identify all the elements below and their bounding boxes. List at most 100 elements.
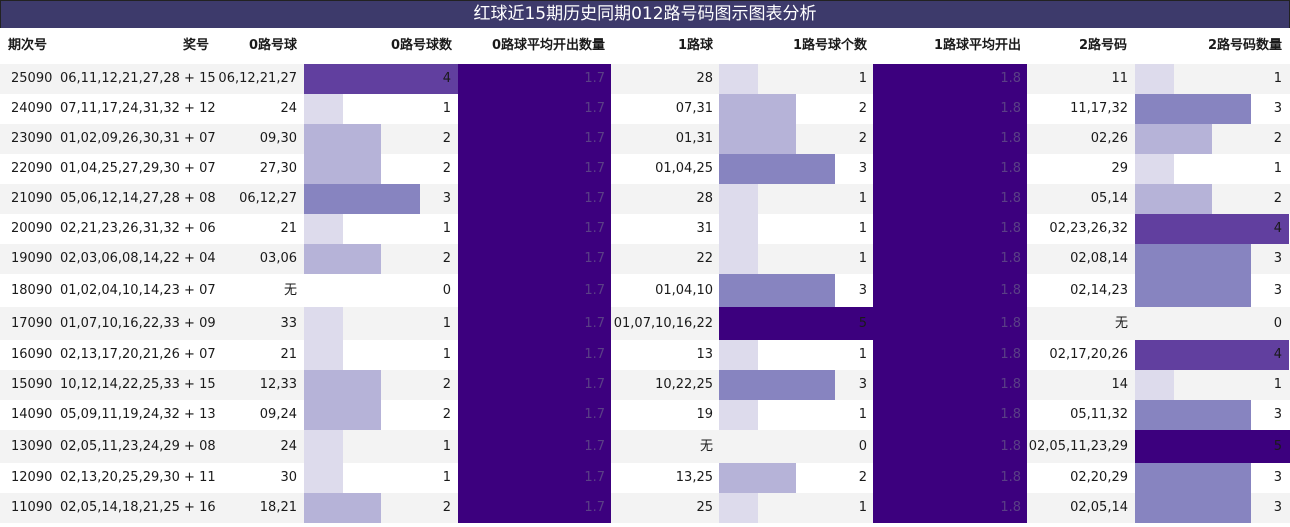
r0-avg-fill [458,154,611,184]
r1-avg-value: 1.8 [1000,101,1021,116]
r0-avg-fill [458,463,611,493]
r2-count-bar [1135,340,1289,370]
r1-count-bar [719,370,835,400]
period-cell: 16090 [11,347,53,362]
r0-avg-value: 1.7 [584,347,605,362]
r1-balls-cell: 01,31 [675,131,713,146]
r1-avg-value: 1.8 [1000,161,1021,176]
r1-count-value: 3 [858,377,867,392]
r2-count-bar [1135,94,1251,124]
data-table-body: 25090 06,11,12,21,27,28 + 15 06,12,21,27 4 1… [0,64,1290,527]
r0-avg-value: 1.7 [584,377,605,392]
table-row: 18090 01,02,04,10,14,23 + 07 无 0 1.7 01,04,10… [0,274,1290,307]
r1-count-value: 5 [858,316,867,331]
r0-count-bar [304,463,343,493]
prize-cell: 02,13,20,25,29,30 + 11 [60,470,216,485]
r0-count-value: 4 [442,71,451,86]
r1-count-bar [719,400,758,430]
r0-balls-cell: 12,33 [259,377,297,392]
r0-count-bar [304,307,343,340]
period-cell: 23090 [11,131,53,146]
r0-avg-value: 1.7 [584,71,605,86]
r1-count-value: 2 [858,101,867,116]
table-row: 22090 01,04,25,27,29,30 + 07 27,30 2 1.7 01,0… [0,154,1290,184]
r0-balls-cell: 09,24 [259,407,297,422]
r0-count-bar [304,184,420,214]
period-cell: 19090 [11,251,53,266]
r0-balls-cell: 09,30 [259,131,297,146]
r0-avg-value: 1.7 [584,251,605,266]
period-cell: 11090 [11,500,53,515]
r2-balls-cell: 14 [1111,377,1128,392]
r1-count-value: 1 [858,251,867,266]
r1-balls-cell: 无 [699,439,713,454]
r0-balls-cell: 03,06 [259,251,297,266]
r0-avg-value: 1.7 [584,470,605,485]
period-cell: 14090 [11,407,53,422]
r1-avg-value: 1.8 [1000,470,1021,485]
r1-count-bar [719,124,796,154]
r2-count-bar [1135,124,1212,154]
r1-avg-fill [873,400,1027,430]
prize-cell: 05,06,12,14,27,28 + 08 [60,191,216,206]
r1-avg-value: 1.8 [1000,221,1021,236]
r0-count-bar [304,154,381,184]
r1-count-bar [719,274,835,307]
r0-count-value: 1 [442,470,451,485]
prize-cell: 02,13,17,20,21,26 + 07 [60,347,216,362]
prize-cell: 10,12,14,22,25,33 + 15 [60,377,216,392]
r0-count-bar [304,124,381,154]
r0-balls-cell: 21 [280,221,297,236]
r0-avg-value: 1.7 [584,439,605,454]
header-r0-avg: 0路球平均开出数量 [491,38,605,53]
r0-avg-value: 1.7 [584,161,605,176]
r0-count-value: 2 [442,500,451,515]
table-row: 20090 02,21,23,26,31,32 + 06 21 1 1.7 31 1 1.8 0… [0,214,1290,244]
r2-balls-cell: 02,05,11,23,29 [1028,439,1128,454]
r0-avg-fill [458,493,611,523]
table-row: 11090 02,05,14,18,21,25 + 16 18,21 2 1.7 25 1 1… [0,493,1290,523]
r1-avg-fill [873,340,1027,370]
r1-avg-fill [873,493,1027,523]
r2-count-value: 2 [1273,191,1282,206]
r0-balls-cell: 06,12,27 [239,191,297,206]
r0-count-bar [304,370,381,400]
r0-avg-fill [458,244,611,274]
r2-count-bar [1135,64,1174,94]
r2-count-value: 2 [1273,131,1282,146]
prize-cell: 01,02,04,10,14,23 + 07 [60,283,216,298]
r1-balls-cell: 07,31 [675,101,713,116]
r1-count-bar [719,463,796,493]
r2-count-value: 4 [1273,221,1282,236]
r2-count-value: 5 [1273,439,1282,454]
header-prize: 奖号 [182,38,209,53]
r0-avg-fill [458,124,611,154]
r0-count-bar [304,400,381,430]
r2-balls-cell: 02,23,26,32 [1049,221,1128,236]
r0-avg-fill [458,64,611,94]
r1-avg-fill [873,244,1027,274]
r1-count-value: 1 [858,347,867,362]
r2-balls-cell: 02,14,23 [1070,283,1128,298]
r1-avg-value: 1.8 [1000,407,1021,422]
r1-avg-fill [873,307,1027,340]
r0-count-value: 1 [442,347,451,362]
header-row: 期次号 奖号 0路号球 0路号球数 0路球平均开出数量 1路球 1路号球个数 1… [0,28,1290,65]
r0-count-value: 2 [442,161,451,176]
r1-balls-cell: 28 [696,191,713,206]
r0-balls-cell: 30 [280,470,297,485]
r0-avg-fill [458,307,611,340]
r1-count-bar [719,340,758,370]
r0-balls-cell: 27,30 [259,161,297,176]
r0-avg-value: 1.7 [584,191,605,206]
period-cell: 20090 [11,221,53,236]
r1-avg-value: 1.8 [1000,131,1021,146]
r1-balls-cell: 22 [696,251,713,266]
prize-cell: 05,09,11,19,24,32 + 13 [60,407,216,422]
r1-avg-fill [873,184,1027,214]
table-row: 12090 02,13,20,25,29,30 + 11 30 1 1.7 13,25 2 1… [0,463,1290,493]
r2-count-value: 1 [1273,71,1282,86]
r1-avg-fill [873,463,1027,493]
r1-count-bar [719,154,835,184]
r0-count-value: 2 [442,251,451,266]
